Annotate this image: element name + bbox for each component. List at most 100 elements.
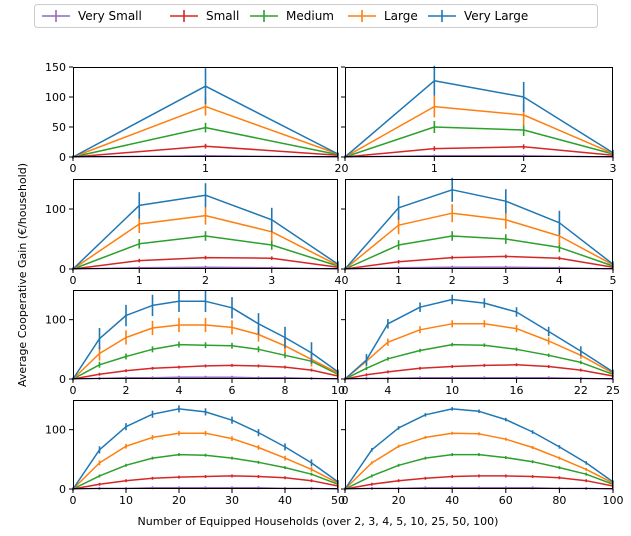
legend-frame — [34, 4, 598, 28]
series-line — [344, 323, 614, 380]
panel-n100: 0 20 40 60 80 100 — [341, 400, 624, 507]
panel-frame — [345, 179, 613, 269]
panel-frame — [73, 290, 338, 379]
y-tick-label: 100 — [45, 91, 66, 104]
legend: Very Small Small Medium Large Very Large — [34, 4, 598, 28]
series-medium — [344, 453, 614, 491]
x-tick-label: 3 — [268, 274, 275, 287]
x-tick-label: 0 — [70, 384, 77, 397]
x-tick-label: 0 — [70, 274, 77, 287]
series-very-large — [344, 294, 614, 381]
panel-n25: 0 4 10 16 22 25 — [341, 290, 620, 397]
legend-label: Large — [384, 9, 418, 23]
series-line — [344, 343, 614, 380]
series-line — [72, 343, 339, 380]
series-line — [344, 255, 614, 270]
series-line — [344, 189, 614, 270]
y-axis-label: Average Cooperative Gain (€/household) — [16, 163, 29, 387]
x-axis-label: Number of Equipped Households (over 2, 3… — [138, 515, 499, 528]
legend-label: Medium — [286, 9, 334, 23]
y-tick-label: 100 — [45, 424, 66, 437]
x-tick-label: 0 — [70, 162, 77, 175]
series-line — [344, 105, 614, 158]
series-medium — [344, 342, 614, 381]
x-tick-label: 40 — [445, 494, 459, 507]
series-line — [344, 212, 614, 270]
series-line — [72, 453, 339, 490]
x-tick-label: 1 — [395, 274, 402, 287]
series-line — [344, 235, 614, 270]
panel-frame — [73, 179, 338, 269]
series-large — [344, 431, 614, 491]
x-tick-label: 2 — [449, 274, 456, 287]
x-tick-label: 1 — [136, 274, 143, 287]
x-tick-label: 0 — [70, 494, 77, 507]
x-tick-label: 4 — [556, 274, 563, 287]
legend-label: Very Large — [464, 9, 528, 23]
panel-frame — [345, 67, 613, 157]
x-tick-label: 5 — [610, 274, 617, 287]
y-tick-label: 100 — [45, 314, 66, 327]
y-tick-label: 150 — [45, 61, 66, 74]
panel-n5: 0 1 2 3 4 5 — [341, 177, 617, 287]
x-tick-label: 25 — [606, 384, 620, 397]
x-tick-label: 0 — [342, 274, 349, 287]
x-tick-label: 40 — [278, 494, 292, 507]
panel-n3: 0 1 2 3 — [341, 65, 617, 175]
panel-n4: 0 1 2 3 4 0 100 — [45, 179, 342, 287]
y-tick-label: 100 — [45, 203, 66, 216]
x-tick-label: 4 — [176, 384, 183, 397]
series-large — [72, 430, 339, 491]
x-tick-label: 4 — [384, 384, 391, 397]
series-medium — [72, 453, 339, 491]
x-tick-label: 100 — [603, 494, 624, 507]
x-tick-label: 30 — [225, 494, 239, 507]
series-medium — [72, 341, 339, 381]
x-tick-label: 16 — [510, 384, 524, 397]
series-line — [344, 364, 614, 380]
y-tick-label: 0 — [59, 151, 66, 164]
series-line — [344, 453, 614, 490]
series-line — [344, 146, 614, 158]
x-tick-label: 2 — [520, 162, 527, 175]
y-tick-label: 0 — [59, 263, 66, 276]
x-tick-label: 20 — [392, 494, 406, 507]
x-tick-label: 50 — [331, 494, 345, 507]
x-tick-label: 3 — [610, 162, 617, 175]
x-tick-label: 10 — [119, 494, 133, 507]
panel-n2: 0 1 2 0 50 100 150 — [45, 61, 342, 175]
x-tick-label: 8 — [282, 384, 289, 397]
series-very-large — [344, 407, 614, 491]
x-tick-label: 1 — [202, 162, 209, 175]
x-tick-label: 60 — [499, 494, 513, 507]
x-tick-label: 20 — [172, 494, 186, 507]
x-tick-label: 80 — [552, 494, 566, 507]
x-tick-label: 2 — [202, 274, 209, 287]
x-tick-label: 4 — [335, 274, 342, 287]
series-line — [344, 432, 614, 490]
y-tick-label: 0 — [59, 483, 66, 496]
x-tick-label: 6 — [229, 384, 236, 397]
x-tick-label: 2 — [335, 162, 342, 175]
panel-frame — [73, 67, 338, 157]
panel-n50: 0 10 20 30 40 50 0 100 — [45, 400, 345, 507]
y-tick-label: 50 — [52, 121, 66, 134]
series-line — [72, 432, 339, 490]
series-line — [344, 80, 614, 158]
panel-frame — [345, 400, 613, 489]
x-tick-label: 1 — [431, 162, 438, 175]
x-tick-label: 10 — [331, 384, 345, 397]
series-line — [72, 324, 339, 380]
x-tick-label: 0 — [342, 162, 349, 175]
panel-frame — [73, 400, 338, 489]
x-tick-label: 22 — [574, 384, 588, 397]
panel-frame — [345, 290, 613, 379]
x-tick-label: 2 — [123, 384, 130, 397]
x-tick-label: 0 — [342, 494, 349, 507]
x-tick-label: 10 — [445, 384, 459, 397]
series-line — [344, 298, 614, 380]
